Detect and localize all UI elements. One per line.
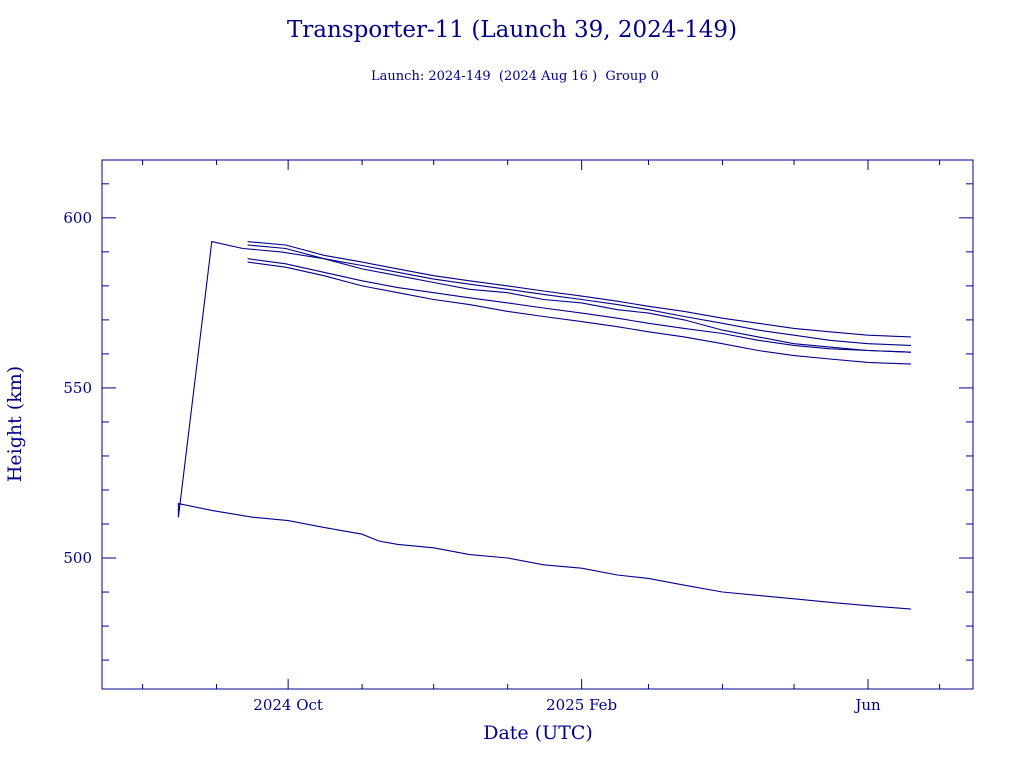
y-tick-label: 550 bbox=[63, 379, 92, 397]
y-tick-label: 500 bbox=[63, 549, 92, 567]
series-line-5 bbox=[247, 258, 912, 353]
x-tick-label: 2025 Feb bbox=[546, 696, 617, 714]
x-tick-label: 2024 Oct bbox=[253, 696, 323, 714]
series-line-4 bbox=[247, 241, 912, 338]
x-axis-label: Date (UTC) bbox=[483, 722, 593, 744]
chart-title: Transporter-11 (Launch 39, 2024-149) bbox=[287, 17, 737, 43]
x-axis-tick-labels: 2024 Oct 2025 Feb Jun bbox=[253, 696, 881, 714]
y-axis-tick-labels: 500 550 600 bbox=[63, 209, 92, 567]
chart-subtitle: Launch: 2024-149 (2024 Aug 16 ) Group 0 bbox=[371, 69, 659, 84]
series-layer bbox=[177, 240, 912, 610]
x-axis-ticks bbox=[142, 160, 941, 689]
series-line-3 bbox=[247, 244, 912, 346]
y-axis-ticks bbox=[102, 183, 973, 661]
series-line-2 bbox=[177, 240, 912, 518]
y-tick-label: 600 bbox=[63, 209, 92, 227]
series-line-1 bbox=[177, 502, 912, 610]
series-line-6 bbox=[247, 261, 912, 365]
y-axis-label: Height (km) bbox=[4, 366, 26, 482]
plot-frame bbox=[101, 159, 974, 690]
x-tick-label: Jun bbox=[853, 696, 881, 714]
